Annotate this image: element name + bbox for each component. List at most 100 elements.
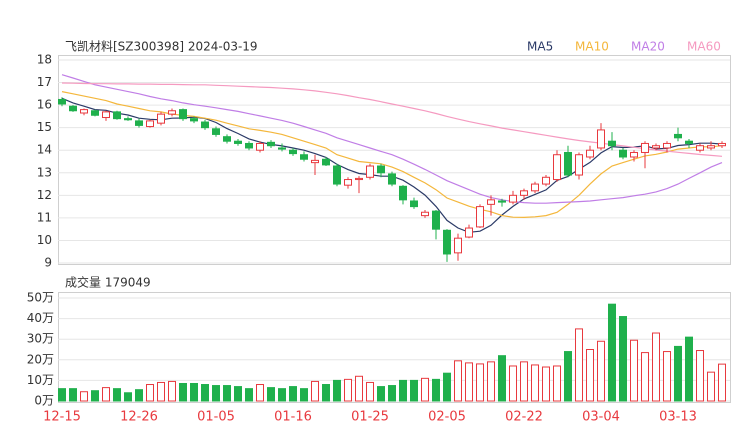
volume-bar [278, 388, 286, 402]
volume-bar [399, 379, 407, 402]
volume-bar [641, 352, 649, 402]
volume-bar [487, 361, 495, 402]
candle-body [608, 140, 616, 147]
volume-bar [619, 316, 627, 402]
volume-bar [707, 371, 715, 402]
volume-bar [608, 303, 616, 402]
volume-bar [124, 392, 132, 402]
volume-bar [421, 377, 429, 402]
candle-body [344, 179, 352, 186]
candle-body [190, 118, 198, 122]
chart-title: 飞凯材料[SZ300398] 2024-03-19 [65, 40, 258, 54]
candle-body [201, 121, 209, 129]
y-tick-label: 50万 [27, 291, 54, 305]
candle-body [575, 154, 583, 176]
ma-line [61, 74, 723, 204]
candle-body [234, 140, 242, 144]
y-tick-label: 17 [37, 75, 52, 89]
volume-bar [256, 384, 264, 402]
volume-bar [443, 372, 451, 402]
volume-bar [410, 379, 418, 402]
candle-body [454, 237, 462, 254]
candle-body [245, 142, 253, 149]
candle-body [674, 133, 682, 139]
candle-body [597, 129, 605, 149]
volume-bar [663, 351, 671, 402]
legend-label: MA5 [527, 40, 553, 54]
y-tick-label: 30万 [27, 332, 54, 346]
volume-bar [476, 363, 484, 402]
candle-body [465, 227, 473, 238]
volume-bar [355, 375, 363, 402]
volume-title: 成交量 179049 [65, 275, 151, 290]
candle-body [399, 185, 407, 201]
y-tick-label: 40万 [27, 311, 54, 325]
candle-body [707, 145, 715, 149]
y-tick-label: 20万 [27, 352, 54, 366]
volume-bar [586, 349, 594, 402]
candle-body [520, 190, 528, 196]
volume-bar [344, 378, 352, 402]
candle-body [619, 149, 627, 158]
volume-bar [201, 384, 209, 402]
candle-body [69, 105, 77, 112]
candle-body [267, 141, 275, 147]
volume-bar [102, 387, 110, 402]
candle-body [443, 229, 451, 255]
candle-body [113, 111, 121, 120]
candle-body [652, 145, 660, 149]
candle-body [168, 110, 176, 115]
volume-bar [135, 389, 143, 402]
volume-bar [553, 365, 561, 402]
volume-bar [696, 350, 704, 402]
volume-bar [311, 380, 319, 402]
volume-bar [531, 364, 539, 402]
volume-bar [333, 379, 341, 402]
candle-body [311, 159, 319, 164]
volume-bar [146, 384, 154, 402]
candle-body [564, 151, 572, 176]
volume-bar [58, 388, 66, 402]
x-tick-label: 01-16 [274, 410, 312, 425]
candle-body [157, 113, 165, 124]
candle-body [146, 120, 154, 128]
candle-body [223, 136, 231, 142]
candle-body [718, 142, 726, 147]
volume-bar [322, 384, 330, 402]
candle-body [179, 109, 187, 120]
volume-bar [575, 328, 583, 402]
y-tick-label: 10 [37, 233, 52, 247]
y-tick-label: 10万 [27, 373, 54, 387]
y-tick-label: 0万 [34, 394, 54, 408]
volume-bar [542, 366, 550, 402]
candle-body [410, 200, 418, 208]
volume-bar [509, 365, 517, 402]
candle-body [542, 176, 550, 185]
volume-bar [432, 378, 440, 402]
candle-body [498, 200, 506, 203]
legend-label: MA10 [575, 40, 609, 54]
y-tick-label: 12 [37, 188, 52, 202]
volume-bar [564, 351, 572, 402]
x-tick-label: 03-04 [582, 410, 620, 425]
volume-bar [190, 382, 198, 402]
volume-bar [630, 339, 638, 402]
x-tick-label: 01-25 [351, 410, 389, 425]
volume-bar [674, 345, 682, 402]
candle-body [487, 199, 495, 205]
candle-body [696, 145, 704, 151]
candle-body [586, 149, 594, 158]
x-tick-label: 02-05 [428, 410, 466, 425]
volume-bar [91, 390, 99, 402]
candle-body [377, 165, 385, 174]
candle-body [80, 109, 88, 114]
candle-body [300, 154, 308, 160]
candle-body [322, 158, 330, 166]
volume-bar [366, 381, 374, 402]
candle-body [355, 177, 363, 181]
candle-body [685, 140, 693, 144]
y-tick-label: 16 [37, 98, 52, 112]
candle-body [641, 142, 649, 153]
volume-bar [113, 388, 121, 402]
candle-body [476, 206, 484, 228]
